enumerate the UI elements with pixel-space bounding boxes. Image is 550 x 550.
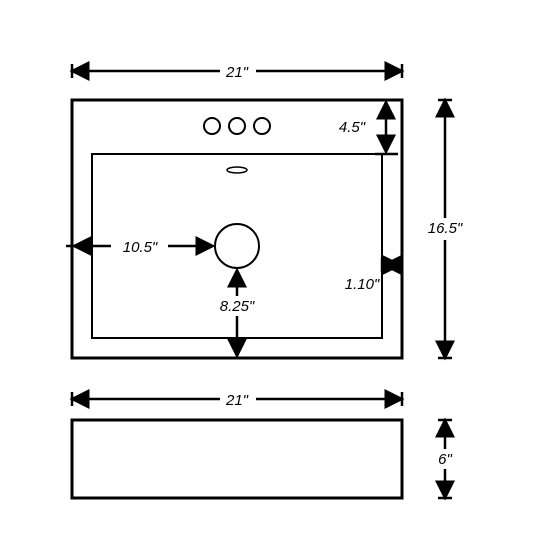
dim-label: 6" <box>438 451 452 468</box>
front-view <box>72 420 402 498</box>
dim-height-front: 6" <box>438 420 453 498</box>
dim-basin-side: 1.10" <box>345 258 402 293</box>
sink-front <box>72 420 402 498</box>
dim-label: 10.5" <box>123 239 158 256</box>
dim-label: 21" <box>225 64 249 81</box>
dim-width-top: 21" <box>72 64 402 81</box>
dim-drain-y: 8.25" <box>220 270 255 358</box>
overflow-hole <box>227 167 247 173</box>
drain-hole <box>215 224 259 268</box>
dim-label: 4.5" <box>339 119 366 136</box>
dim-label: 1.10" <box>345 276 380 293</box>
dim-faucet-depth: 4.5" <box>339 100 398 154</box>
dim-height-right: 16.5" <box>428 100 463 358</box>
dim-width-front: 21" <box>72 392 402 409</box>
faucet-hole <box>204 118 220 134</box>
dim-label: 8.25" <box>220 298 255 315</box>
dim-drain-x: 10.5" <box>66 239 213 256</box>
dim-label: 21" <box>225 392 249 409</box>
dim-label: 16.5" <box>428 220 463 237</box>
faucet-hole <box>229 118 245 134</box>
faucet-hole <box>254 118 270 134</box>
